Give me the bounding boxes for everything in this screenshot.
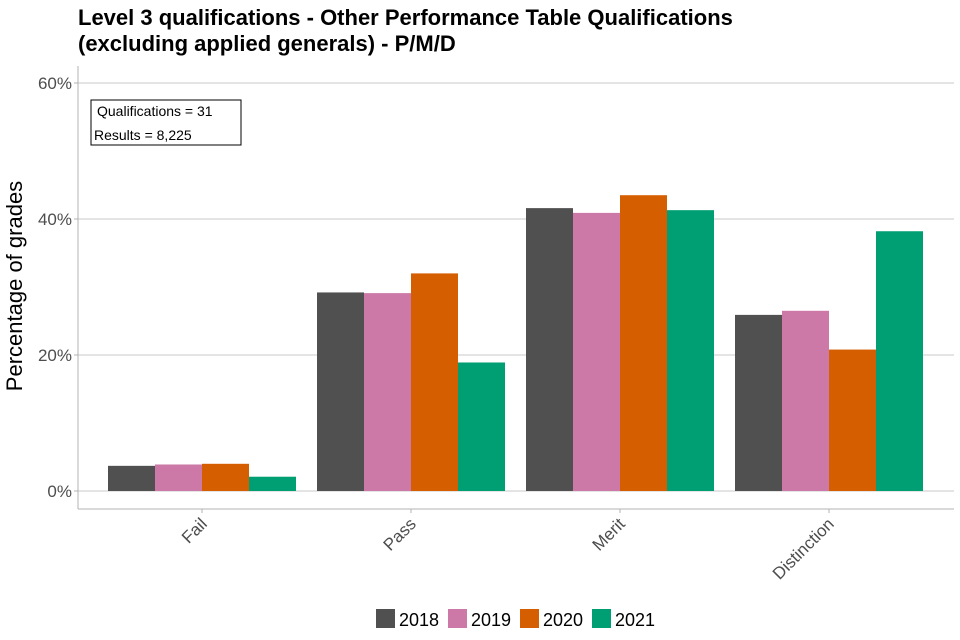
legend-label-2018: 2018 xyxy=(399,610,439,630)
chart-title-line-2: (excluding applied generals) - P/M/D xyxy=(78,31,456,56)
y-axis-ticks: 0% 20% 40% 60% xyxy=(38,74,78,501)
legend-swatch-2021 xyxy=(592,609,611,628)
bar-distinction-2021 xyxy=(876,231,923,492)
x-tick-label-pass: Pass xyxy=(380,514,420,554)
bar-merit-2019 xyxy=(573,212,620,491)
legend-label-2020: 2020 xyxy=(543,610,583,630)
bar-distinction-2019 xyxy=(782,310,829,491)
y-tick-label-60: 60% xyxy=(38,74,72,93)
y-tick-label-40: 40% xyxy=(38,210,72,229)
bar-fail-2021 xyxy=(249,476,296,491)
x-tick-label-merit: Merit xyxy=(589,514,629,554)
legend-label-2021: 2021 xyxy=(615,610,655,630)
annotation-box: Qualifications = 31 Results = 8,225 xyxy=(90,99,242,146)
x-tick-label-fail: Fail xyxy=(178,514,211,547)
bar-pass-2019 xyxy=(364,293,411,491)
y-tick-label-0: 0% xyxy=(47,482,72,501)
bars xyxy=(108,195,923,492)
legend-label-2019: 2019 xyxy=(471,610,511,630)
bar-fail-2018 xyxy=(108,465,155,491)
legend: 2018 2019 2020 2021 xyxy=(376,609,655,630)
legend-swatch-2018 xyxy=(376,609,395,628)
bar-fail-2020 xyxy=(202,463,249,491)
bar-distinction-2018 xyxy=(735,314,782,491)
bar-pass-2018 xyxy=(317,292,364,491)
bar-merit-2018 xyxy=(526,208,573,491)
bar-fail-2019 xyxy=(155,464,202,491)
x-tick-label-distinction: Distinction xyxy=(769,514,838,583)
bar-pass-2021 xyxy=(458,362,505,491)
annotation-border xyxy=(90,99,242,146)
legend-swatch-2020 xyxy=(520,609,539,628)
y-tick-label-20: 20% xyxy=(38,346,72,365)
y-axis-label: Percentage of grades xyxy=(2,181,27,391)
x-axis-ticks: Fail Pass Merit Distinction xyxy=(178,509,838,583)
legend-swatch-2019 xyxy=(448,609,467,628)
annotation-qualifications: Qualifications = 31 xyxy=(97,103,213,119)
bar-merit-2021 xyxy=(667,210,714,491)
bar-pass-2020 xyxy=(411,273,458,491)
bar-merit-2020 xyxy=(620,195,667,491)
chart-title-line-1: Level 3 qualifications - Other Performan… xyxy=(78,5,733,30)
annotation-results: Results = 8,225 xyxy=(94,127,192,143)
bar-distinction-2020 xyxy=(829,349,876,491)
